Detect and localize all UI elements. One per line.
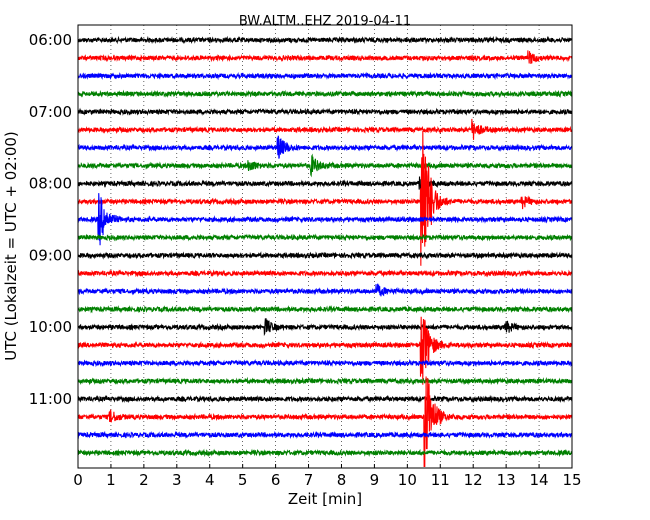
trace-1100 <box>77 394 573 404</box>
trace-0745 <box>77 153 573 178</box>
x-tick-label: 13 <box>497 471 516 489</box>
trace-1000 <box>77 318 573 337</box>
trace-0945 <box>77 304 573 314</box>
x-tick-label: 3 <box>172 471 182 489</box>
x-tick-label: 5 <box>238 471 248 489</box>
trace-1145 <box>77 448 573 458</box>
y-axis-ticks: 06:00 07:00 08:00 09:00 10:00 11:00 <box>29 31 82 408</box>
trace-1130 <box>77 430 573 440</box>
x-tick-label: 10 <box>398 471 417 489</box>
x-tick-label: 1 <box>106 471 116 489</box>
x-tick-label: 8 <box>337 471 347 489</box>
y-tick-label: 09:00 <box>29 246 72 264</box>
x-tick-label: 15 <box>562 471 581 489</box>
trace-group <box>77 35 573 468</box>
trace-1115 <box>77 376 573 468</box>
x-axis-ticks: 0 1 2 3 4 5 6 7 8 9 10 11 12 13 14 15 <box>73 464 582 489</box>
x-axis-label: Zeit [min] <box>288 490 362 508</box>
trace-0900 <box>77 251 573 260</box>
y-tick-label: 10:00 <box>29 318 72 336</box>
trace-0730 <box>77 135 573 159</box>
x-tick-label: 6 <box>271 471 281 489</box>
x-tick-label: 2 <box>139 471 149 489</box>
y-axis-label: UTC (Lokalzeit = UTC + 02:00) <box>2 131 20 361</box>
chart-title: BW.ALTM..EHZ 2019-04-11 <box>239 14 411 29</box>
x-tick-label: 12 <box>464 471 483 489</box>
plot-frame <box>77 24 573 469</box>
trace-0630 <box>77 71 573 81</box>
x-tick-label: 0 <box>73 471 83 489</box>
trace-1015 <box>77 316 573 385</box>
trace-0830 <box>77 193 573 246</box>
trace-0800 <box>77 176 573 191</box>
trace-0645 <box>77 89 573 99</box>
trace-0815 <box>77 131 573 266</box>
trace-0615 <box>77 50 573 64</box>
y-tick-label: 06:00 <box>29 31 72 49</box>
trace-1045 <box>77 376 573 386</box>
trace-0930 <box>77 283 573 297</box>
trace-0715 <box>77 118 573 140</box>
trace-0700 <box>77 107 573 116</box>
y-tick-label: 08:00 <box>29 175 72 193</box>
x-tick-label: 11 <box>431 471 450 489</box>
x-tick-label: 9 <box>370 471 380 489</box>
trace-0600 <box>77 35 573 45</box>
trace-0915 <box>77 269 573 278</box>
trace-0845 <box>77 233 573 242</box>
trace-1030 <box>77 358 573 368</box>
y-tick-label: 11:00 <box>29 390 72 408</box>
x-tick-label: 14 <box>530 471 549 489</box>
x-tick-label: 7 <box>304 471 314 489</box>
x-tick-label: 4 <box>205 471 215 489</box>
y-tick-label: 07:00 <box>29 103 72 121</box>
